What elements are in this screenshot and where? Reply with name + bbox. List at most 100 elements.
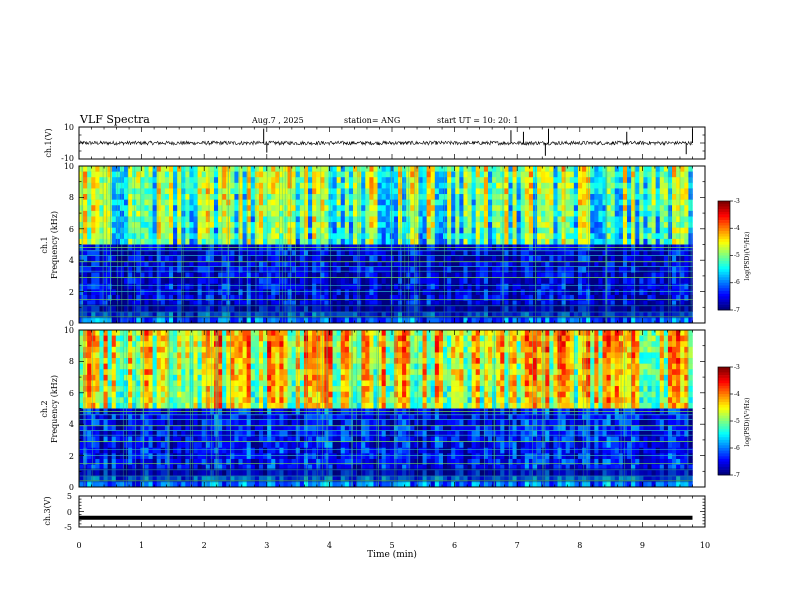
spectrogram-cell	[95, 430, 100, 437]
spectrogram-cell	[618, 188, 624, 195]
spectrogram-cell	[512, 222, 517, 228]
spectrogram-cell	[553, 177, 558, 184]
spectrogram-cell	[676, 255, 681, 262]
spectrogram-cell	[684, 233, 689, 240]
spectrogram-cell	[148, 306, 153, 313]
spectrogram-cell	[475, 255, 481, 262]
spectrogram-cell	[87, 166, 92, 172]
spectrogram-cell	[602, 205, 607, 212]
spectrogram-cell	[303, 238, 309, 245]
spectrogram-cell	[316, 311, 321, 318]
spectrogram-cell	[582, 250, 587, 257]
spectrogram-cell	[160, 250, 166, 257]
spectrogram-cell	[263, 278, 268, 285]
spectrogram-cell	[361, 317, 366, 324]
spectrogram-cell	[279, 194, 284, 200]
spectrogram-cell	[295, 289, 301, 296]
spectrogram-cell	[586, 177, 591, 184]
spectrogram-cell	[258, 294, 264, 301]
spectrogram-cell	[246, 227, 252, 234]
spectrogram-cell	[263, 199, 268, 206]
spectrogram-cell	[398, 233, 403, 240]
spectrogram-cell	[119, 369, 125, 376]
spectrogram-cell	[136, 233, 141, 240]
spectrogram-cell	[594, 278, 599, 285]
spectrogram-cell	[622, 171, 628, 178]
colorbar-segment	[718, 296, 730, 300]
spectrogram-cell	[553, 171, 558, 178]
spectrogram-cell	[287, 261, 292, 268]
spectrogram-cell	[107, 227, 113, 234]
spectrogram-cell	[308, 300, 313, 307]
spectrogram-cell	[414, 188, 419, 195]
spectrogram-cell	[254, 278, 260, 285]
spectrogram-cell	[467, 188, 472, 195]
spectrogram-cell	[684, 194, 689, 200]
spectrogram-cell	[95, 402, 100, 409]
spectrogram-cell	[430, 222, 436, 228]
spectrogram-cell	[156, 289, 162, 296]
spectrogram-cell	[471, 294, 477, 301]
spectrogram-cell	[119, 430, 125, 437]
spectrogram-cell	[504, 255, 509, 262]
spectrogram-cell	[234, 238, 239, 245]
spectrogram-cell	[647, 227, 652, 234]
spectrogram-cell	[676, 199, 681, 206]
spectrogram-cell	[160, 205, 166, 212]
spectrogram-cell	[631, 199, 636, 206]
spectrogram-cell	[577, 171, 583, 178]
spectrogram-cell	[643, 289, 648, 296]
colorbar-segment	[718, 230, 730, 234]
spectrogram-cell	[655, 238, 661, 245]
spectrogram-cell	[590, 210, 595, 217]
spectrogram-cell	[561, 289, 566, 296]
spectrogram-cell	[565, 166, 571, 172]
spectrogram-cell	[136, 335, 141, 342]
spectrogram-cell	[443, 194, 448, 200]
spectrogram-cell	[418, 278, 423, 285]
spectrogram-cell	[651, 317, 656, 324]
spectrogram-cell	[561, 188, 566, 195]
spectrogram-cell	[177, 216, 182, 223]
spectrogram-cell	[602, 317, 607, 324]
spectrogram-cell	[512, 182, 517, 189]
spectrogram-cell	[87, 475, 92, 482]
spectrogram-cell	[201, 278, 207, 285]
spectrogram-cell	[451, 216, 456, 223]
spectrogram-cell	[385, 317, 391, 324]
spectrogram-cell	[209, 182, 215, 189]
spectrogram-cell	[672, 311, 677, 318]
spectrogram-cell	[115, 352, 121, 359]
spectrogram-cell	[618, 166, 624, 172]
spectrogram-cell	[234, 272, 239, 279]
spectrogram-cell	[393, 306, 399, 313]
spectrogram-cell	[684, 166, 689, 172]
spectrogram-cell	[303, 210, 309, 217]
spectrogram-cell	[422, 227, 427, 234]
spectrogram-cell	[99, 233, 104, 240]
spectrogram-cell	[537, 278, 542, 285]
spectrogram-cell	[573, 166, 579, 172]
spectrogram-cell	[193, 205, 198, 212]
spectrogram-cell	[320, 255, 325, 262]
spectrogram-cell	[541, 272, 546, 279]
spectrogram-cell	[590, 188, 595, 195]
spectrogram-cell	[475, 311, 481, 318]
spectrogram-cell	[189, 166, 194, 172]
spectrogram-cell	[361, 166, 366, 172]
spectrogram-cell	[565, 227, 571, 234]
spectrogram-cell	[103, 374, 108, 381]
spectrogram-cell	[181, 227, 186, 234]
spectrogram-cell	[655, 227, 661, 234]
spectrogram-cell	[541, 216, 546, 223]
spectrogram-cell	[87, 464, 92, 471]
spectrogram-cell	[152, 250, 158, 257]
spectrogram-cell	[189, 222, 194, 228]
spectrogram-cell	[263, 300, 268, 307]
spectrogram-cell	[320, 182, 325, 189]
spectrogram-cell	[201, 177, 207, 184]
spectrogram-cell	[242, 177, 247, 184]
spectrogram-cell	[684, 216, 689, 223]
spectrogram-cell	[189, 300, 194, 307]
spectrogram-cell	[152, 306, 158, 313]
